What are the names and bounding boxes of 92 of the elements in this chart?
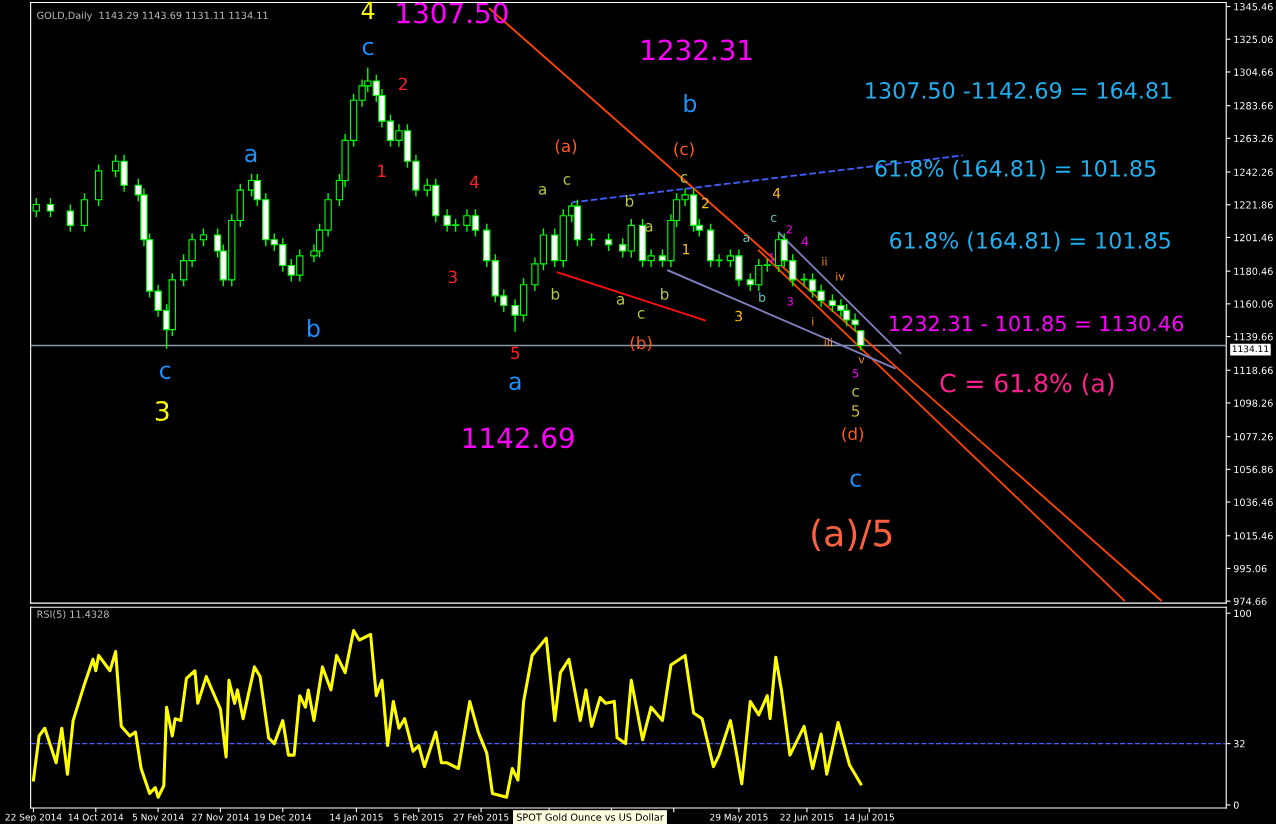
y-tick-label: 1036.46 [1234, 498, 1273, 506]
x-tick-label: 5 Nov 2014 [132, 813, 184, 821]
x-tick-label: 27 Feb 2015 [453, 813, 509, 821]
y-tick-label: 1056.86 [1234, 465, 1273, 474]
annotation: C = 61.8% (a) [940, 373, 1114, 396]
annotation: a [616, 295, 624, 305]
annotation: b [551, 287, 560, 300]
candlestick [46, 197, 55, 219]
annotation: 1 [378, 164, 386, 177]
annotation: iii [824, 337, 832, 347]
x-tick-label: 14 Jul 2015 [844, 813, 895, 823]
annotation: 4 [469, 175, 479, 188]
x-tick-label: 14 Oct 2014 [68, 813, 124, 821]
x-tick-label: 22 Sep 2014 [5, 813, 62, 823]
annotation: 3 [735, 310, 742, 322]
annotation: i [812, 316, 814, 326]
y-tick-label: 1242.26 [1234, 168, 1273, 176]
annotation: 3 [787, 297, 793, 306]
annotation: b [661, 287, 669, 300]
annotation: (d) [842, 427, 864, 443]
y-tick-label: 1015.46 [1234, 532, 1273, 540]
annotation: a [743, 234, 750, 242]
y-tick-label: 1098.26 [1234, 399, 1273, 407]
annotation: c [850, 473, 861, 488]
y-tick-label: 1201.46 [1234, 233, 1273, 242]
y-tick-label: 974.66 [1233, 597, 1267, 605]
annotation: v [858, 357, 865, 364]
annotation: a [509, 376, 521, 391]
annotation: 1 [683, 244, 690, 255]
annotation: 2 [702, 197, 709, 209]
annotation: 61.8% (164.81) = 101.85 [890, 231, 1170, 252]
annotation: 1142.69 [463, 427, 574, 449]
text: GOLD,Daily 1143.29 1143.69 1131.11 1134.11 [37, 11, 268, 21]
y-tick-label: 32 [1233, 740, 1245, 748]
annotation: 4 [361, 1, 375, 19]
candlestick [66, 203, 74, 233]
y-tick-label: 100 [1234, 609, 1252, 618]
annotation: ii [822, 256, 827, 266]
y-tick-label: 1077.26 [1234, 433, 1273, 441]
annotation: c [852, 387, 859, 397]
annotation: 2 [399, 77, 407, 91]
y-tick-label: 1283.66 [1234, 102, 1273, 110]
annotation: b [625, 194, 634, 207]
annotation: 5 [511, 346, 520, 360]
annotation: 5 [852, 369, 859, 378]
annotation: c [637, 309, 645, 319]
annotation: b [684, 93, 697, 113]
y-tick-label: 1304.66 [1234, 68, 1273, 76]
x-tick-label: 5 Feb 2015 [394, 813, 444, 821]
y-tick-label: 0 [1233, 801, 1239, 809]
chart-title: RSI(5) 11.4328 [37, 610, 109, 619]
annotation: 61.8% (164.81) = 101.85 [875, 159, 1156, 180]
annotation: b [308, 318, 320, 338]
x-tick-label: 19 Dec 2014 [254, 813, 312, 821]
annotation: c [770, 214, 777, 222]
annotation: 4 [772, 188, 781, 199]
annotation: 1232.31 [642, 39, 752, 61]
annotation: a [538, 186, 546, 195]
annotation: 4 [801, 236, 809, 246]
y-tick-label: 1180.46 [1234, 267, 1273, 275]
y-tick-label: 1263.26 [1234, 134, 1273, 143]
y-tick-label: 1325.06 [1234, 35, 1273, 44]
annotation: 1307.50 -1142.69 = 164.81 [866, 82, 1172, 99]
y-tick-label: 1118.66 [1234, 366, 1273, 375]
y-tick-label: 995.06 [1233, 564, 1267, 573]
annotation: c [160, 365, 171, 380]
annotation: iv [836, 271, 845, 281]
x-tick-label: 29 May 2015 [710, 813, 768, 823]
line-series [31, 628, 863, 799]
x-tick-label: 14 Jan 2015 [330, 813, 383, 823]
y-tick-label: 1139.66 [1234, 333, 1273, 341]
y-tick-label: 1160.06 [1234, 300, 1273, 308]
y-tick-label: 1221.86 [1234, 201, 1273, 209]
annotation: 2 [786, 225, 792, 234]
annotation: c [362, 41, 374, 56]
x-tick-label: 27 Nov 2014 [192, 813, 249, 821]
ref-line-label: 1134.11 [1232, 345, 1269, 353]
annotation: 3 [155, 400, 169, 421]
annotation: (c) [674, 142, 694, 158]
annotation: 1232.31 - 101.85 = 1130.46 [890, 315, 1184, 332]
candlestick [32, 197, 40, 219]
text: SPOT Gold Ounce vs US Dollar [516, 813, 664, 821]
annotation: (a) [555, 139, 577, 155]
x-tick-label: 22 Jun 2015 [780, 813, 834, 823]
annotation: 3 [448, 270, 457, 284]
annotation: 5 [851, 405, 860, 417]
annotation: c [563, 176, 571, 185]
annotation: b [759, 292, 766, 302]
y-tick-label: 1345.46 [1234, 3, 1273, 11]
annotation: 1 [769, 253, 775, 262]
annotation: a [245, 148, 257, 163]
annotation: (a)/5 [812, 518, 892, 551]
